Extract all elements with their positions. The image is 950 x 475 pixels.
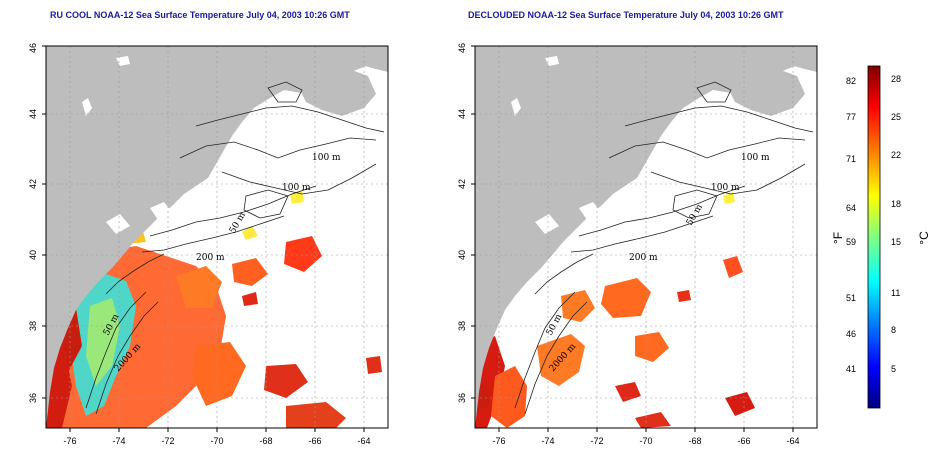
contour-label-200m: 200 m bbox=[629, 253, 658, 263]
lon-tick-label: -74 bbox=[541, 436, 554, 446]
lon-tick-label: -68 bbox=[259, 436, 272, 446]
contour-label-200m: 200 m bbox=[196, 253, 225, 263]
lon-tick-label: -70 bbox=[210, 436, 223, 446]
lon-tick-label: -76 bbox=[492, 436, 505, 446]
celsius-tick-label: 8 bbox=[891, 325, 896, 335]
colorbar-scale bbox=[867, 65, 881, 409]
right-map-title: DECLOUDED NOAA-12 Sea Surface Temperatur… bbox=[468, 10, 784, 20]
lon-tick-label: -76 bbox=[63, 436, 76, 446]
x-axis: -76 -74 -72 -70 -68 -66 -64 bbox=[63, 428, 371, 446]
lon-tick-label: -72 bbox=[590, 436, 603, 446]
lat-tick-label: 44 bbox=[457, 109, 467, 119]
contour-label-100m-east: 100 m bbox=[312, 153, 341, 163]
fahrenheit-tick-label: 77 bbox=[846, 112, 856, 122]
contour-label-100m-east: 100 m bbox=[741, 153, 770, 163]
left-map-panel: 100 m 100 m 50 m 200 m 50 m 2000 m -76 -… bbox=[28, 43, 389, 446]
lon-tick-label: -70 bbox=[639, 436, 652, 446]
lat-tick-label: 40 bbox=[457, 250, 467, 260]
lat-tick-label: 36 bbox=[457, 393, 467, 403]
celsius-tick-label: 5 bbox=[891, 364, 896, 374]
sst-pixels-raw bbox=[46, 116, 382, 428]
lon-tick-label: -74 bbox=[112, 436, 125, 446]
lat-tick-label: 42 bbox=[28, 179, 38, 189]
sst-pixels-declouded bbox=[475, 120, 755, 428]
lat-tick-label: 38 bbox=[457, 321, 467, 331]
lon-tick-label: -72 bbox=[161, 436, 174, 446]
lon-tick-label: -68 bbox=[688, 436, 701, 446]
x-axis: -76 -74 -72 -70 -68 -66 -64 bbox=[492, 428, 800, 446]
fahrenheit-tick-label: 82 bbox=[846, 76, 856, 86]
y-axis: 36 38 40 42 44 46 bbox=[457, 43, 475, 403]
celsius-ticks: 28 25 22 18 15 11 8 5 bbox=[891, 74, 901, 374]
fahrenheit-tick-label: 71 bbox=[846, 154, 856, 164]
contour-label-100m-center: 100 m bbox=[711, 183, 740, 193]
celsius-tick-label: 22 bbox=[891, 150, 901, 160]
y-axis: 36 38 40 42 44 46 bbox=[28, 43, 46, 403]
celsius-tick-label: 11 bbox=[891, 288, 900, 298]
fahrenheit-tick-label: 51 bbox=[846, 293, 856, 303]
fahrenheit-tick-label: 64 bbox=[846, 203, 856, 213]
celsius-unit-label: °C bbox=[917, 231, 931, 245]
lon-tick-label: -64 bbox=[786, 436, 799, 446]
left-map-title: RU COOL NOAA-12 Sea Surface Temperature … bbox=[50, 10, 350, 20]
celsius-tick-label: 18 bbox=[891, 199, 901, 209]
lat-tick-label: 38 bbox=[28, 321, 38, 331]
lon-tick-label: -66 bbox=[308, 436, 321, 446]
lon-tick-label: -66 bbox=[737, 436, 750, 446]
lon-tick-label: -64 bbox=[357, 436, 370, 446]
lat-tick-label: 36 bbox=[28, 393, 38, 403]
fahrenheit-tick-label: 59 bbox=[846, 237, 856, 247]
fahrenheit-tick-label: 41 bbox=[846, 364, 856, 374]
fahrenheit-unit-label: °F bbox=[831, 232, 845, 244]
celsius-tick-label: 28 bbox=[891, 74, 901, 84]
lat-tick-label: 46 bbox=[457, 43, 467, 53]
contour-label-100m-center: 100 m bbox=[282, 183, 311, 193]
lat-tick-label: 42 bbox=[457, 179, 467, 189]
lat-tick-label: 46 bbox=[28, 43, 38, 53]
fahrenheit-tick-label: 46 bbox=[846, 329, 856, 339]
lat-tick-label: 40 bbox=[28, 250, 38, 260]
fahrenheit-ticks: 82 77 71 64 59 51 46 41 bbox=[846, 76, 856, 374]
lat-tick-label: 44 bbox=[28, 109, 38, 119]
temperature-colorbar: 82 77 71 64 59 51 46 41 28 25 22 18 15 1… bbox=[831, 65, 931, 409]
right-map-panel: 100 m 100 m 50 m 200 m 50 m 2000 m -76 -… bbox=[457, 43, 818, 446]
celsius-tick-label: 25 bbox=[891, 112, 901, 122]
celsius-tick-label: 15 bbox=[891, 237, 901, 247]
